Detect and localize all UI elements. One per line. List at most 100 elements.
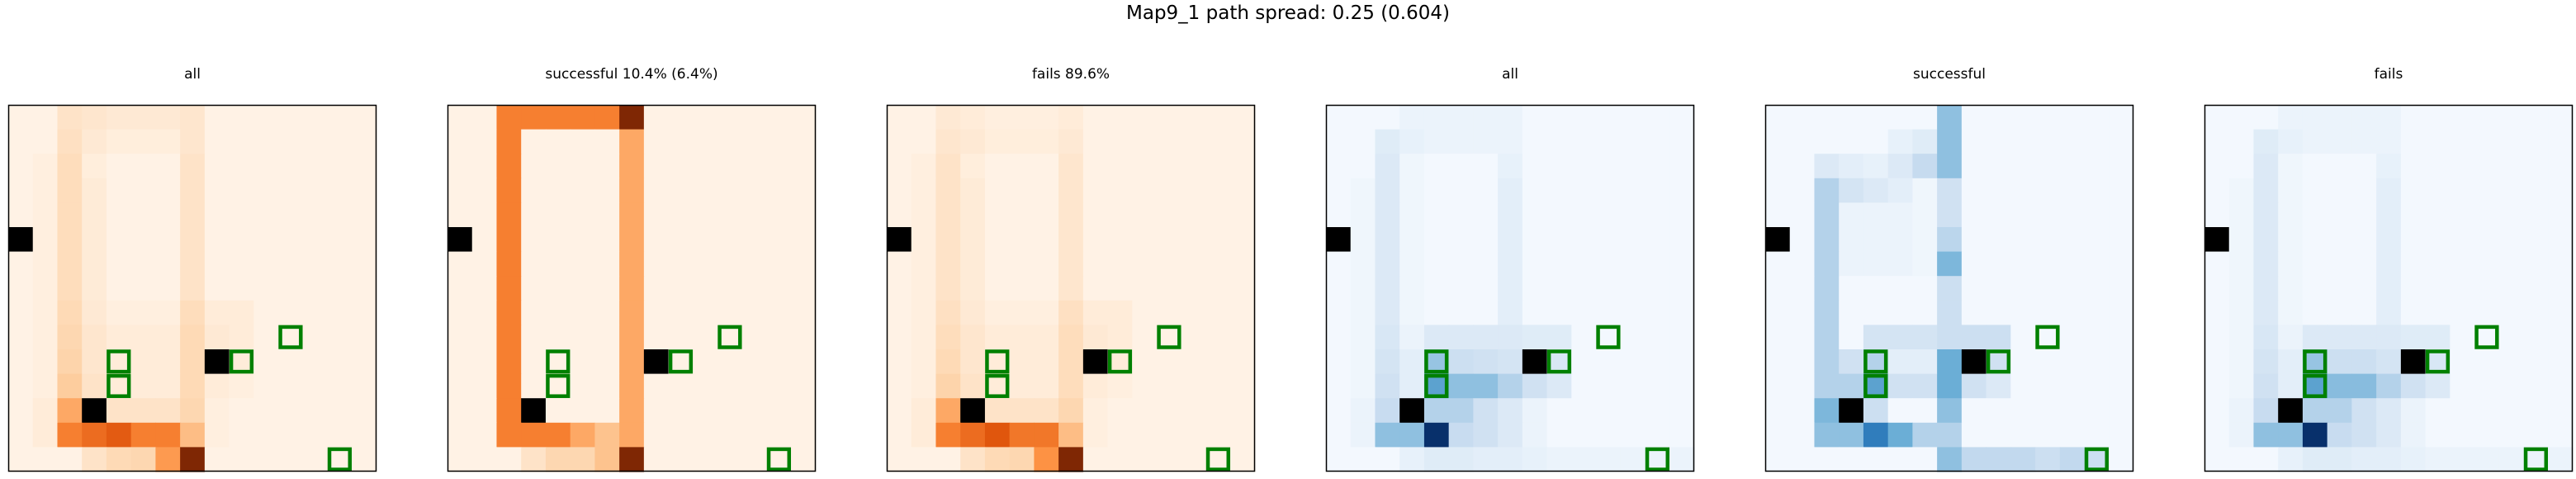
heat-cell <box>1375 276 1400 301</box>
heat-cell <box>2204 300 2230 325</box>
heat-cell <box>106 300 132 325</box>
heat-cell <box>1082 447 1109 472</box>
heat-cell <box>1230 325 1256 350</box>
heat-cell <box>643 325 670 350</box>
heat-cell <box>2010 227 2036 253</box>
heat-cell <box>693 178 718 203</box>
heat-cell <box>2376 373 2402 399</box>
heat-cell <box>253 202 279 228</box>
heat-cell <box>1839 373 1864 399</box>
heat-cell <box>1522 373 1548 399</box>
heat-cell <box>57 129 83 154</box>
heat-cell <box>2548 202 2574 228</box>
heat-cell <box>2376 202 2402 228</box>
heat-cell <box>1230 129 1256 154</box>
heat-cell <box>1645 398 1670 424</box>
heat-cell <box>2228 178 2255 203</box>
heat-cell <box>1546 398 1572 424</box>
heat-cell <box>1839 154 1864 179</box>
heat-cell <box>1230 178 1256 203</box>
heat-cell <box>1058 129 1084 154</box>
heat-cell <box>619 251 645 277</box>
heat-cell <box>1986 105 2011 130</box>
heat-cell <box>496 300 522 325</box>
heat-cell <box>643 373 670 399</box>
heat-cell <box>1863 300 1889 325</box>
heat-cell <box>570 276 595 301</box>
heat-cell <box>327 325 353 350</box>
heat-cell <box>229 422 254 448</box>
heat-cell <box>302 398 329 424</box>
heat-cell <box>496 447 522 472</box>
heat-cell <box>2010 178 2036 203</box>
heat-cell <box>1107 129 1133 154</box>
heat-cell <box>2400 447 2427 472</box>
heat-cell <box>1082 154 1109 179</box>
heat-cell <box>693 276 718 301</box>
heat-cell <box>2253 398 2279 424</box>
heat-cell <box>935 447 961 472</box>
heat-cell <box>570 227 595 253</box>
heat-cell <box>2035 398 2061 424</box>
heat-cell <box>496 349 522 375</box>
heat-cell <box>2278 447 2304 472</box>
heat-cell <box>1423 129 1450 154</box>
heat-cell <box>887 276 912 301</box>
heat-cell <box>1350 373 1376 399</box>
heat-cell <box>1571 178 1597 203</box>
heat-cell <box>496 251 522 277</box>
heat-cell <box>204 398 230 424</box>
heat-cell <box>1937 251 1963 277</box>
heat-cell <box>2278 300 2304 325</box>
heat-cell <box>1571 373 1597 399</box>
heat-cell <box>2498 227 2525 253</box>
heat-cell <box>2327 276 2352 301</box>
heat-cell <box>643 447 670 472</box>
heat-cell <box>32 398 59 424</box>
heat-cell <box>887 202 912 228</box>
heat-cell <box>1669 398 1695 424</box>
heat-cell <box>1887 129 1913 154</box>
heatmap-panel-1 <box>7 104 377 472</box>
heat-cell <box>32 105 59 130</box>
heat-cell <box>2400 227 2427 253</box>
heat-cell <box>1887 154 1913 179</box>
heat-cell <box>2035 178 2061 203</box>
heat-cell <box>1009 251 1035 277</box>
heat-cell <box>1082 227 1109 253</box>
heat-cell <box>1645 251 1670 277</box>
heat-cell <box>1009 202 1035 228</box>
heat-cell <box>570 398 595 424</box>
heat-cell <box>545 105 571 130</box>
heat-cell <box>2084 227 2110 253</box>
heat-cell <box>8 276 34 301</box>
heat-cell <box>2523 373 2549 399</box>
heat-cell <box>155 227 181 253</box>
heat-cell <box>960 447 986 472</box>
heat-cell <box>1986 251 2011 277</box>
heat-cell <box>1399 178 1425 203</box>
heat-cell <box>1423 251 1450 277</box>
heat-cell <box>1765 373 1791 399</box>
heat-cell <box>1669 447 1695 472</box>
heat-cell <box>1107 227 1133 253</box>
heat-cell <box>1181 202 1207 228</box>
heat-cell <box>1620 202 1646 228</box>
heat-cell <box>1546 154 1572 179</box>
heat-cell <box>2351 178 2377 203</box>
heat-cell <box>1937 447 1963 472</box>
heat-cell <box>668 373 694 399</box>
axes-frame <box>1325 104 1695 472</box>
target-marker <box>546 349 571 374</box>
heat-cell <box>1181 227 1207 253</box>
heat-cell <box>57 447 83 472</box>
panel-title-4: all <box>1502 66 1518 83</box>
target-marker <box>229 349 254 374</box>
heat-cell <box>545 398 571 424</box>
heat-cell <box>521 447 547 472</box>
heat-cell <box>1571 325 1597 350</box>
heat-cell <box>1522 447 1548 472</box>
heat-cell <box>1326 398 1352 424</box>
heat-cell <box>496 129 522 154</box>
heat-cell <box>2109 422 2134 448</box>
